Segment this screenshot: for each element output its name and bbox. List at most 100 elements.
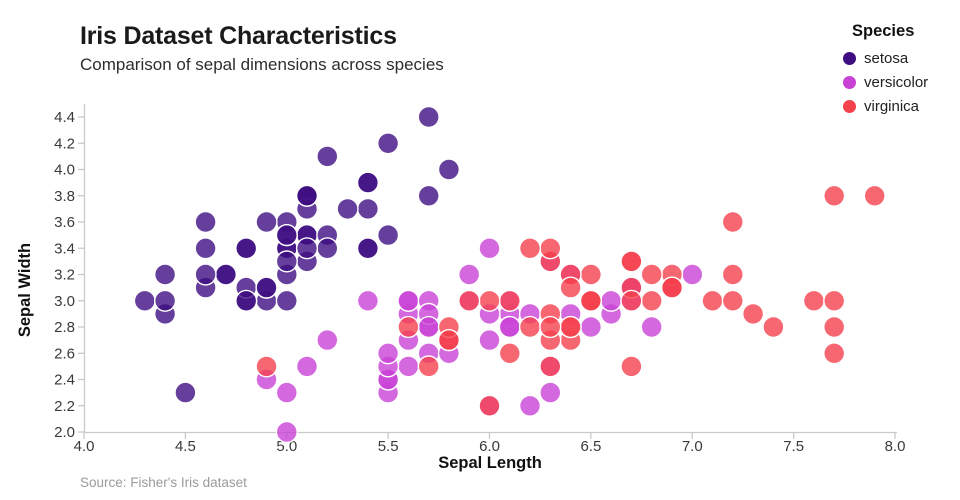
point-setosa (316, 237, 339, 260)
x-tick-label: 7.0 (682, 438, 703, 455)
point-setosa (235, 289, 258, 312)
point-versicolor (518, 394, 542, 417)
y-tick-label: 2.8 (54, 319, 75, 336)
point-virginica (437, 329, 460, 352)
tick-marks: 4.0 4.5 5.0 5.5 6.0 6.5 7.0 7.5 8.0 2.0 2.2 2.4 2.6 2… (54, 109, 905, 455)
point-setosa (133, 289, 156, 312)
point-setosa (336, 197, 359, 220)
y-axis-title: Sepal Width (16, 243, 34, 337)
point-versicolor (397, 355, 420, 378)
point-setosa (194, 210, 217, 234)
y-tick-label: 4.4 (54, 109, 75, 126)
x-axis-title: Sepal Length (438, 454, 542, 472)
point-versicolor (579, 315, 602, 339)
point-virginica (397, 315, 420, 339)
point-virginica (559, 276, 582, 299)
y-tick-label: 2.4 (54, 372, 75, 389)
x-tick-label: 8.0 (885, 438, 906, 455)
point-versicolor (478, 237, 501, 260)
point-setosa (194, 263, 217, 286)
point-versicolor (640, 315, 663, 339)
x-tick-label: 7.5 (783, 438, 804, 455)
point-setosa (275, 289, 298, 312)
point-virginica (620, 250, 643, 273)
point-versicolor (356, 289, 379, 312)
point-setosa (316, 145, 339, 168)
y-tick-label: 4.2 (54, 135, 75, 152)
point-virginica (823, 184, 846, 207)
y-tick-label: 3.0 (54, 293, 75, 310)
point-setosa (154, 263, 177, 286)
y-tick-label: 3.6 (54, 214, 75, 231)
point-versicolor (458, 263, 481, 286)
point-versicolor (498, 315, 521, 339)
y-tick-label: 2.0 (54, 424, 75, 441)
point-setosa (194, 237, 217, 260)
point-virginica (701, 289, 724, 312)
point-virginica (721, 263, 744, 286)
point-setosa (356, 171, 379, 194)
x-tick-label: 4.5 (175, 438, 196, 455)
point-virginica (823, 289, 846, 312)
point-virginica (559, 315, 582, 339)
y-tick-label: 4.0 (54, 162, 75, 179)
chart-header: Iris Dataset Characteristics Comparison … (80, 20, 444, 75)
point-virginica (721, 289, 744, 312)
legend-item-virginica: virginica (843, 94, 928, 118)
point-setosa (437, 158, 460, 181)
point-versicolor (417, 315, 440, 339)
y-tick-label: 3.2 (54, 267, 75, 284)
point-virginica (640, 289, 663, 312)
point-setosa (356, 237, 379, 260)
point-setosa (295, 184, 319, 207)
point-virginica (478, 394, 501, 417)
x-tick-label: 5.0 (276, 438, 297, 455)
point-versicolor (377, 342, 400, 365)
legend-item-versicolor: versicolor (843, 70, 928, 94)
y-tick-label: 3.8 (54, 188, 75, 205)
point-setosa (214, 263, 237, 286)
chart-subtitle: Comparison of sepal dimensions across sp… (80, 55, 444, 74)
point-setosa (356, 197, 379, 220)
y-tick-label: 2.6 (54, 345, 75, 362)
point-versicolor (681, 263, 704, 286)
point-virginica (478, 289, 501, 312)
legend-label-versicolor: versicolor (864, 73, 929, 91)
point-virginica (579, 289, 602, 312)
legend-marker-versicolor-icon (843, 75, 856, 89)
point-virginica (498, 342, 521, 365)
legend-label-setosa: setosa (864, 49, 909, 67)
legend: Species setosa versicolor virginica (843, 22, 928, 118)
x-tick-label: 6.0 (479, 438, 500, 455)
point-virginica (823, 315, 846, 339)
point-virginica (498, 289, 521, 312)
point-virginica (721, 210, 744, 234)
chart-title: Iris Dataset Characteristics (80, 22, 397, 50)
point-virginica (660, 276, 684, 299)
point-virginica (417, 355, 440, 378)
point-virginica (255, 355, 278, 378)
data-points (133, 105, 886, 444)
point-virginica (539, 355, 562, 378)
point-setosa (255, 210, 278, 234)
point-versicolor (599, 289, 623, 312)
point-setosa (377, 132, 400, 155)
point-virginica (539, 237, 562, 260)
point-virginica (863, 184, 886, 207)
y-tick-label: 3.4 (54, 240, 75, 257)
point-setosa (235, 237, 258, 260)
point-setosa (275, 250, 298, 273)
point-virginica (640, 263, 663, 286)
point-setosa (295, 237, 319, 260)
point-versicolor (397, 289, 420, 312)
point-versicolor (295, 355, 319, 378)
point-virginica (539, 315, 562, 339)
legend-label-virginica: virginica (864, 97, 920, 115)
point-virginica (620, 289, 643, 312)
legend-marker-setosa-icon (843, 51, 856, 65)
point-setosa (154, 289, 177, 312)
point-setosa (275, 224, 298, 247)
y-tick-label: 2.2 (54, 398, 75, 415)
point-setosa (377, 224, 400, 247)
point-versicolor (316, 329, 339, 352)
